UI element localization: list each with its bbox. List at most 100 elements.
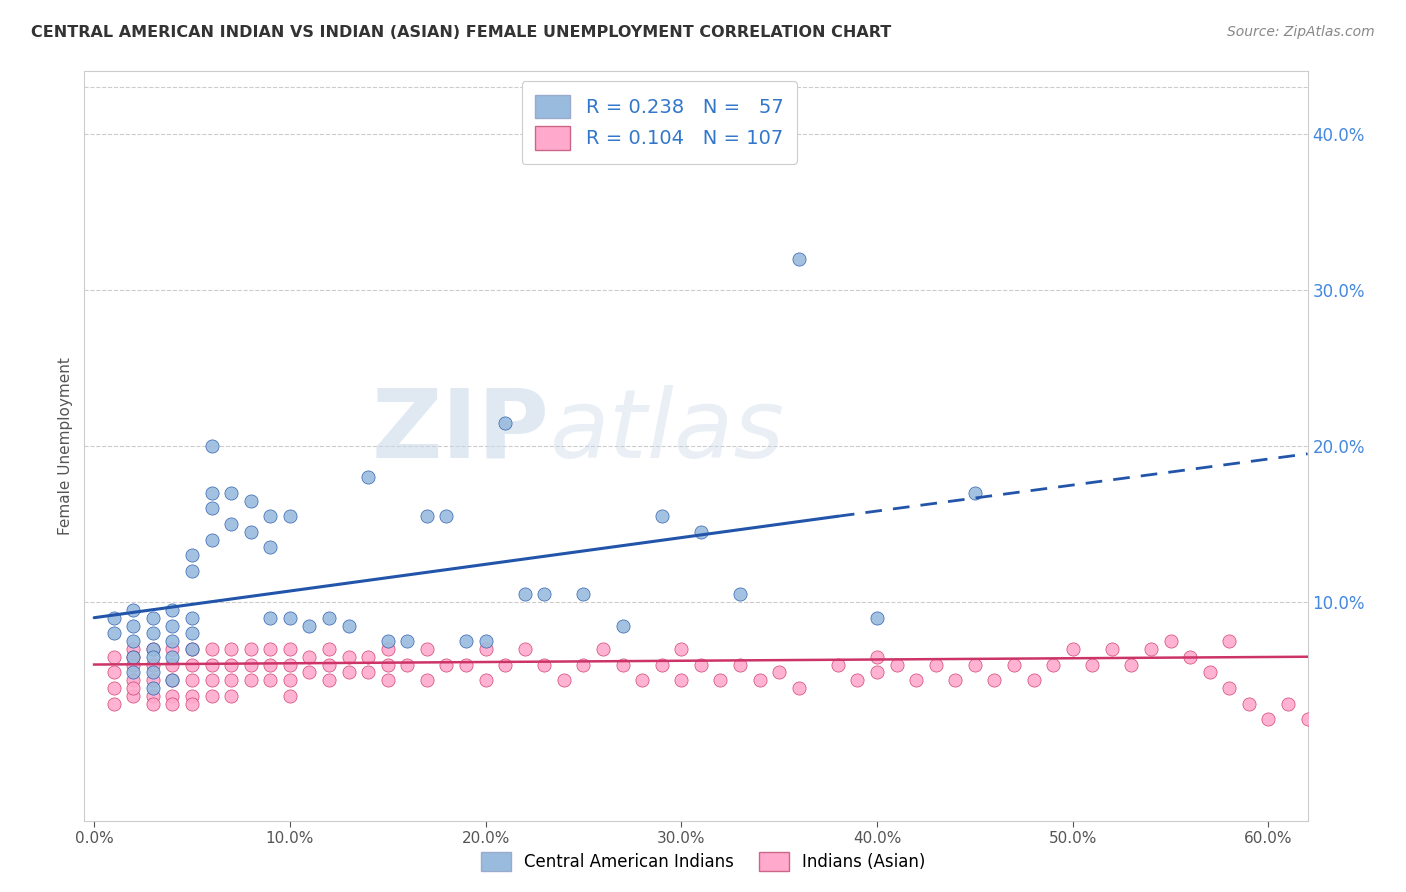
Point xyxy=(396,634,419,648)
Point xyxy=(1022,673,1045,687)
Point xyxy=(181,548,204,563)
Point xyxy=(259,541,281,555)
Point xyxy=(259,642,281,657)
Text: ZIP: ZIP xyxy=(371,384,550,477)
Point xyxy=(651,509,673,524)
Point xyxy=(1257,712,1279,726)
Point xyxy=(651,657,673,672)
Point xyxy=(689,524,711,539)
Point xyxy=(122,689,145,703)
Point xyxy=(103,697,125,711)
Point xyxy=(396,657,419,672)
Point xyxy=(1002,657,1025,672)
Point xyxy=(142,611,165,625)
Point xyxy=(454,634,477,648)
Point xyxy=(494,416,516,430)
Point xyxy=(122,649,145,664)
Point xyxy=(181,642,204,657)
Point xyxy=(925,657,948,672)
Point xyxy=(162,642,184,657)
Point xyxy=(142,689,165,703)
Point xyxy=(122,603,145,617)
Point xyxy=(1277,697,1299,711)
Point xyxy=(357,649,380,664)
Point xyxy=(278,642,301,657)
Point xyxy=(1198,665,1220,680)
Point xyxy=(1178,649,1201,664)
Point xyxy=(219,673,242,687)
Point xyxy=(572,587,595,601)
Legend: R = 0.238   N =   57, R = 0.104   N = 107: R = 0.238 N = 57, R = 0.104 N = 107 xyxy=(522,81,797,163)
Point xyxy=(122,665,145,680)
Point xyxy=(200,689,222,703)
Point xyxy=(416,642,439,657)
Point xyxy=(200,439,222,453)
Point xyxy=(357,665,380,680)
Point xyxy=(318,673,340,687)
Point xyxy=(298,649,321,664)
Point xyxy=(827,657,849,672)
Point xyxy=(162,603,184,617)
Point xyxy=(219,485,242,500)
Point xyxy=(259,509,281,524)
Point xyxy=(494,657,516,672)
Point xyxy=(377,657,399,672)
Point xyxy=(200,501,222,516)
Point xyxy=(103,681,125,695)
Point xyxy=(866,611,889,625)
Point xyxy=(259,673,281,687)
Point xyxy=(318,611,340,625)
Point xyxy=(787,252,810,266)
Point xyxy=(200,485,222,500)
Point xyxy=(1042,657,1064,672)
Point xyxy=(142,642,165,657)
Point xyxy=(983,673,1005,687)
Point xyxy=(318,642,340,657)
Point xyxy=(122,618,145,632)
Point xyxy=(181,611,204,625)
Point xyxy=(200,642,222,657)
Point xyxy=(377,673,399,687)
Point xyxy=(181,642,204,657)
Point xyxy=(689,657,711,672)
Point xyxy=(1062,642,1084,657)
Point xyxy=(337,618,360,632)
Point xyxy=(239,657,262,672)
Point xyxy=(671,642,693,657)
Point xyxy=(122,681,145,695)
Point xyxy=(671,673,693,687)
Point xyxy=(377,642,399,657)
Point xyxy=(416,509,439,524)
Point xyxy=(1081,657,1104,672)
Point xyxy=(142,697,165,711)
Point xyxy=(787,681,810,695)
Point xyxy=(709,673,731,687)
Point xyxy=(553,673,575,687)
Point xyxy=(142,642,165,657)
Point xyxy=(122,649,145,664)
Point xyxy=(1218,634,1240,648)
Point xyxy=(142,681,165,695)
Point xyxy=(298,665,321,680)
Point xyxy=(219,517,242,532)
Point xyxy=(239,642,262,657)
Legend: Central American Indians, Indians (Asian): Central American Indians, Indians (Asian… xyxy=(472,843,934,880)
Point xyxy=(239,673,262,687)
Point xyxy=(162,697,184,711)
Point xyxy=(1160,634,1182,648)
Point xyxy=(474,634,496,648)
Point xyxy=(142,673,165,687)
Point xyxy=(748,673,770,687)
Point xyxy=(142,649,165,664)
Point xyxy=(162,649,184,664)
Point xyxy=(612,657,634,672)
Point xyxy=(142,657,165,672)
Point xyxy=(181,657,204,672)
Point xyxy=(122,657,145,672)
Point xyxy=(278,611,301,625)
Point xyxy=(278,673,301,687)
Point xyxy=(122,634,145,648)
Point xyxy=(513,587,536,601)
Point xyxy=(142,665,165,680)
Point xyxy=(122,673,145,687)
